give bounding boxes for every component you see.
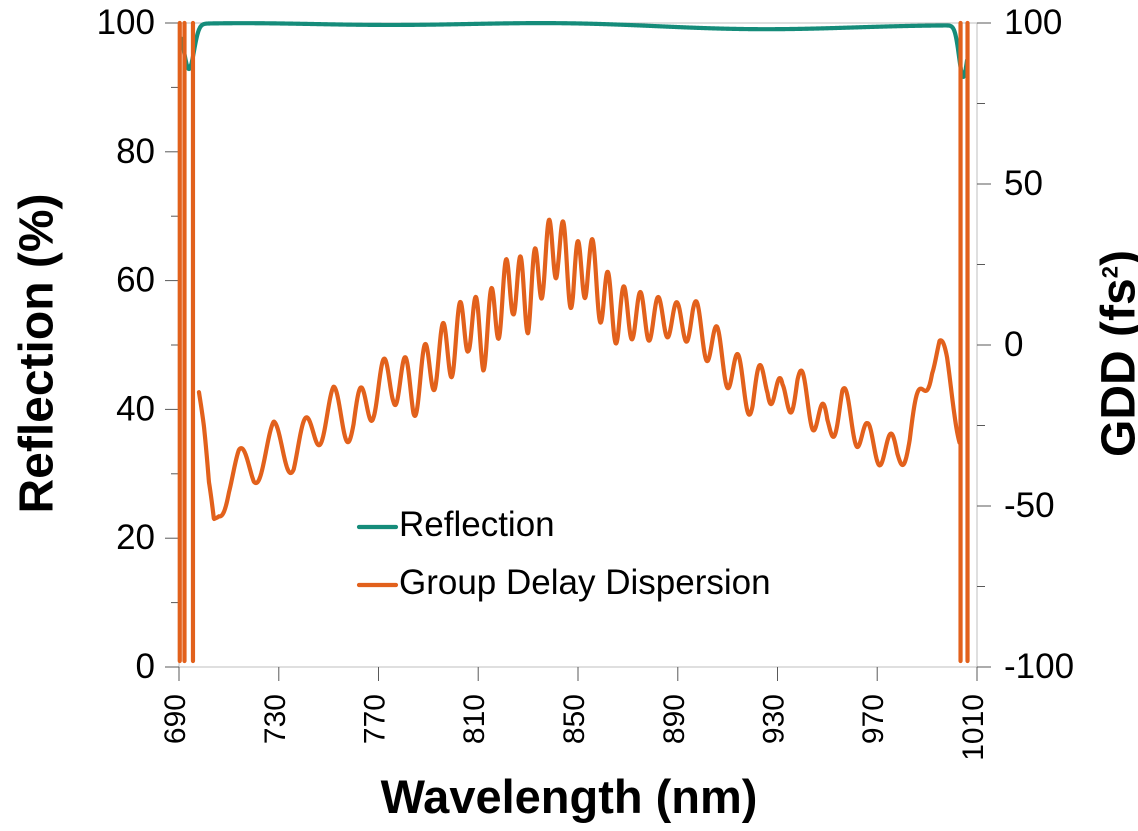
svg-text:50: 50 [1004,164,1043,203]
svg-text:20: 20 [116,518,155,557]
svg-text:930: 930 [758,694,791,744]
svg-text:40: 40 [116,389,155,428]
svg-text:1010: 1010 [957,694,990,761]
svg-text:Group Delay Dispersion: Group Delay Dispersion [399,563,771,602]
svg-text:770: 770 [359,694,392,744]
svg-text:730: 730 [259,694,292,744]
svg-text:100: 100 [97,3,155,42]
svg-text:-100: -100 [1004,647,1074,686]
svg-text:810: 810 [458,694,491,744]
svg-text:0: 0 [1004,325,1023,364]
svg-text:-50: -50 [1004,486,1055,525]
svg-text:0: 0 [136,647,155,686]
svg-text:890: 890 [658,694,691,744]
svg-text:100: 100 [1004,3,1062,42]
svg-text:690: 690 [159,694,192,744]
svg-text:970: 970 [857,694,890,744]
svg-text:850: 850 [558,694,591,744]
svg-text:Reflection: Reflection [399,505,555,544]
svg-text:80: 80 [116,132,155,171]
svg-text:60: 60 [116,261,155,300]
